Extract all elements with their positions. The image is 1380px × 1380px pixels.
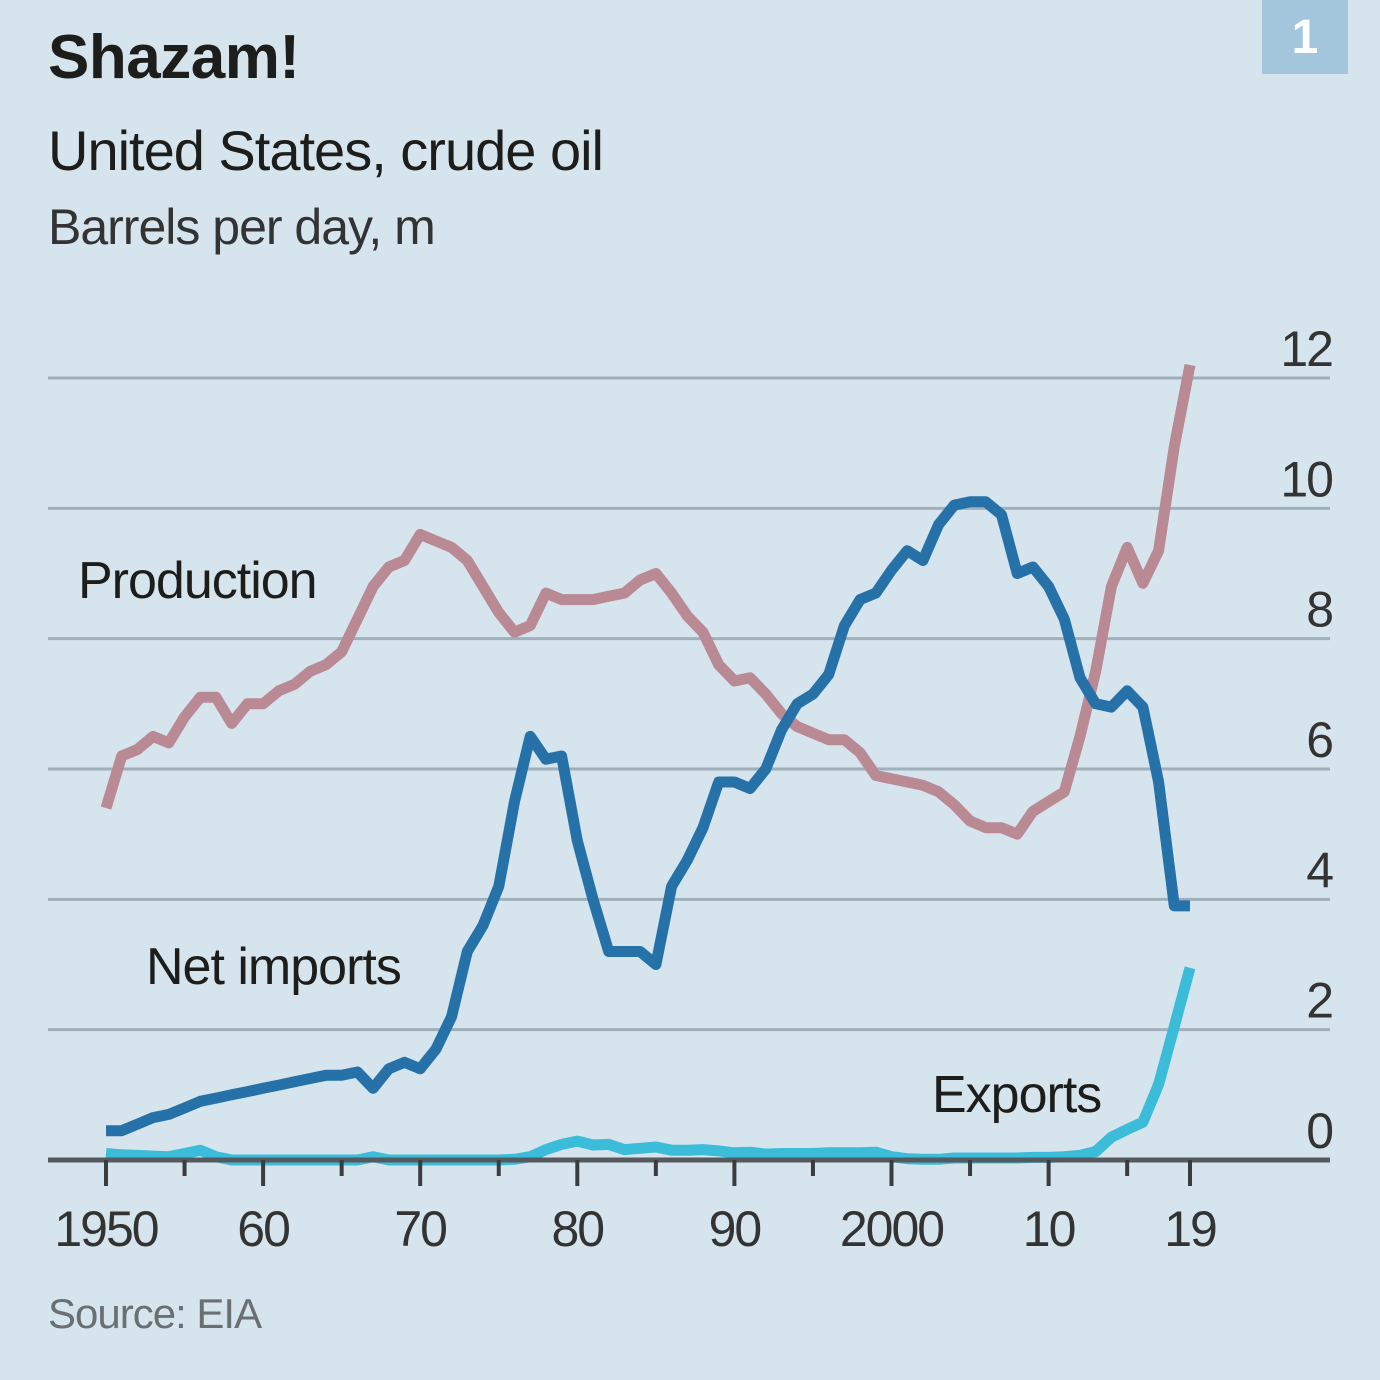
y-tick-label: 4 (1306, 842, 1333, 898)
x-tick-label: 90 (709, 1201, 761, 1257)
series-line-production (100, 363, 1196, 840)
y-tick-label: 6 (1306, 712, 1332, 768)
x-tick-label: 1950 (54, 1201, 157, 1257)
y-tick-label: 8 (1306, 582, 1332, 638)
x-tick-label: 10 (1023, 1201, 1075, 1257)
x-tick-label: 2000 (840, 1201, 943, 1257)
y-tick-label: 2 (1306, 973, 1332, 1029)
gridlines (48, 376, 1330, 1032)
series-label-exports: Exports (932, 1066, 1101, 1124)
y-tick-label: 0 (1306, 1103, 1332, 1159)
y-tick-label: 10 (1280, 451, 1332, 507)
x-tick-label: 80 (551, 1201, 603, 1257)
chart-number-badge: 1 (1262, 0, 1348, 74)
y-tick-label: 12 (1280, 321, 1332, 377)
x-tick-label: 60 (237, 1201, 289, 1257)
x-axis: 1950 60 70 80 90 2000 10 19 (48, 1157, 1330, 1257)
series-line-exports (105, 966, 1196, 1166)
x-tick-label: 70 (394, 1201, 446, 1257)
series-labels: Production Net imports Exports (78, 552, 1102, 1124)
series-label-net-imports: Net imports (146, 938, 401, 996)
series-line-net-imports (106, 496, 1190, 1137)
x-tick-label: 19 (1164, 1201, 1216, 1257)
chart-title: Shazam! (48, 23, 300, 92)
series-lines (100, 363, 1196, 1166)
chart-unit-label: Barrels per day, m (48, 199, 436, 255)
source-note: Source: EIA (48, 1290, 262, 1337)
y-axis-tick-labels: 0 2 4 6 8 10 12 (1280, 321, 1335, 1159)
chart-subtitle: United States, crude oil (48, 119, 604, 182)
series-label-production: Production (78, 552, 317, 610)
